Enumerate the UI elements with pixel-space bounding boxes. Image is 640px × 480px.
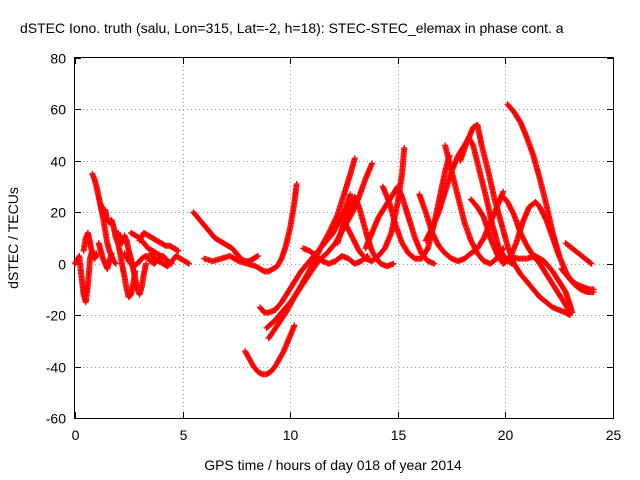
y-tick-label: 0 [58,257,66,273]
chart-title: dSTEC Iono. truth (salu, Lon=315, Lat=-2… [20,20,564,36]
y-tick-label: -60 [46,411,66,427]
satellite-arc [562,240,595,267]
plus-marker [293,181,300,187]
x-tick-label: 5 [180,427,188,443]
plus-marker [291,322,298,329]
plus-marker [351,155,358,162]
y-tick-label: -40 [46,360,66,376]
satellite-arc [136,229,182,254]
satellite-arc [80,229,100,262]
satellite-arc [362,183,438,267]
satellite-arc [504,101,597,293]
satellite-arc [457,121,573,319]
data-marks [72,101,597,378]
y-tick-label: 20 [50,205,66,221]
plus-marker [93,253,100,259]
y-tick-label: 80 [50,51,66,67]
x-tick-label: 25 [606,427,622,443]
satellite-arc [115,229,150,298]
y-axis-label: dSTEC / TECUs [5,187,21,289]
plus-marker [368,160,375,167]
x-tick-label: 10 [283,427,299,443]
plus-marker [260,267,267,274]
plus-marker [143,260,150,267]
plus-marker [590,289,597,295]
plus-marker [175,247,182,254]
plus-marker [500,188,507,195]
y-tick-label: 60 [50,102,66,118]
plus-marker [108,250,115,257]
x-tick-label: 0 [72,427,80,443]
x-tick-labels: 0 5 10 15 20 25 [72,427,622,443]
satellite-arc [242,322,298,378]
y-tick-label: -20 [46,308,66,324]
plus-marker [162,255,169,262]
plot-frame [74,57,614,419]
plus-marker [234,257,241,264]
plus-marker [569,309,576,316]
x-tick-label: 20 [498,427,514,443]
y-tick-labels: -60 -40 -20 0 20 40 60 80 [46,51,66,427]
plus-marker [254,253,261,259]
satellite-arc [334,193,397,270]
plus-marker [112,259,119,266]
plus-marker [390,260,397,267]
plus-marker [469,141,476,148]
satellite-arc [257,191,354,316]
satellite-arc [506,253,576,316]
plus-marker [112,260,119,267]
x-axis-label: GPS time / hours of day 018 of year 2014 [204,457,462,473]
satellite-arc [97,201,139,301]
y-tick-label: 40 [50,154,66,170]
plus-marker [186,260,193,267]
plus-marker [587,259,594,266]
satellite-arc [201,181,300,275]
satellite-arc [558,265,597,295]
plus-marker [431,260,438,267]
plus-marker [401,145,408,151]
plus-marker [92,253,99,260]
satellite-arc [95,240,115,272]
plus-marker [588,260,595,267]
satellite-arc [190,209,261,265]
x-tick-label: 15 [391,427,407,443]
satellite-arc [147,250,193,270]
satellite-arc [422,134,515,267]
axis-ticks [75,58,614,419]
plus-marker [347,191,354,198]
